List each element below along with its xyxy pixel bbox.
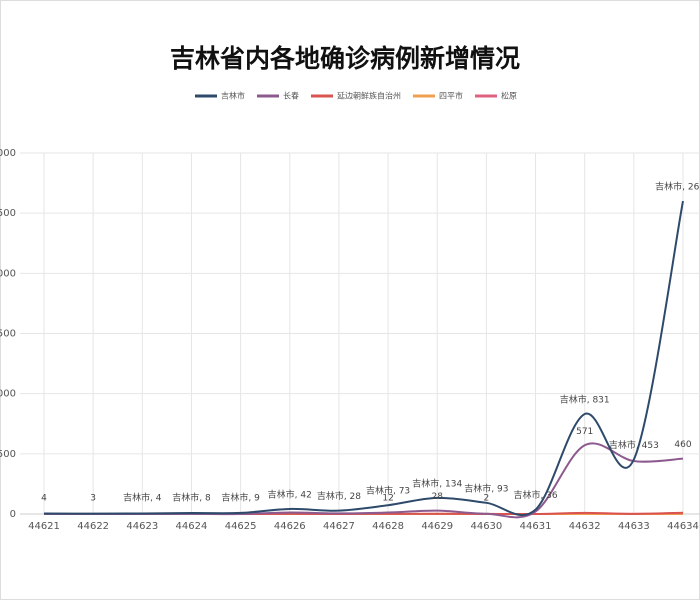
- data-label: 4: [41, 494, 47, 504]
- x-tick-label: 44633: [618, 521, 650, 532]
- y-tick-label: 2500: [0, 208, 16, 219]
- y-tick-label: 2000: [0, 268, 16, 279]
- data-label: 吉林市, 73: [366, 485, 410, 497]
- y-tick-label: 3000: [0, 148, 16, 159]
- data-label: 吉林市, 93: [464, 482, 508, 494]
- data-label: 吉林市, 28: [317, 490, 361, 502]
- y-tick-label: 1000: [0, 389, 16, 400]
- data-label: 吉林市, 134: [412, 477, 462, 489]
- data-label: 吉林市, 831: [560, 394, 610, 406]
- x-tick-label: 44621: [28, 521, 60, 532]
- y-tick-label: 0: [10, 509, 16, 520]
- legend-label: 延边朝鲜族自治州: [337, 91, 401, 101]
- x-tick-label: 44634: [667, 521, 699, 532]
- x-tick-label: 44623: [126, 521, 158, 532]
- x-tick-label: 44632: [569, 521, 601, 532]
- data-label: 吉林市, 4: [123, 492, 162, 504]
- data-label: 460: [674, 440, 691, 450]
- data-label: 吉林市, 8: [172, 492, 211, 504]
- data-label: 2: [484, 494, 490, 504]
- data-label: 吉林市, 42: [268, 488, 312, 500]
- data-label: 3: [90, 494, 96, 504]
- data-label: 571: [576, 427, 593, 437]
- legend-label: 长春: [283, 91, 299, 101]
- x-tick-label: 44626: [274, 521, 306, 532]
- data-label: 吉林市, 36: [513, 489, 557, 501]
- x-tick-label: 44627: [323, 521, 355, 532]
- x-tick-label: 44629: [421, 521, 453, 532]
- legend-label: 四平市: [439, 91, 463, 101]
- data-label: 吉林市, 9: [221, 492, 260, 504]
- x-tick-label: 44624: [176, 521, 208, 532]
- x-tick-label: 44631: [520, 521, 552, 532]
- series-line: [43, 200, 684, 516]
- x-tick-label: 44630: [470, 521, 502, 532]
- x-tick-label: 44625: [225, 521, 257, 532]
- data-label: 28: [432, 492, 444, 502]
- legend-label: 松原: [501, 91, 517, 101]
- data-label: 12: [382, 494, 393, 504]
- data-label: 吉林市, 453: [609, 439, 659, 451]
- legend-label: 吉林市: [221, 91, 245, 101]
- x-tick-label: 44628: [372, 521, 404, 532]
- chart-title: 吉林省内各地确诊病例新增情况: [170, 44, 520, 73]
- y-tick-label: 1500: [0, 329, 16, 340]
- x-tick-label: 44622: [77, 521, 109, 532]
- data-label: 吉林市, 2601: [655, 181, 700, 193]
- y-tick-label: 500: [0, 449, 16, 460]
